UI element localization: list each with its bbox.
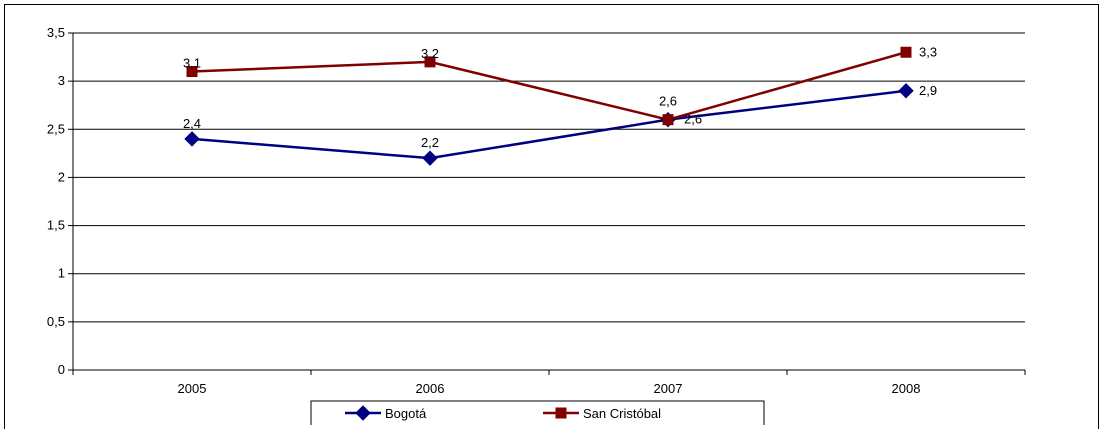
y-tick-label: 2,5 — [47, 121, 65, 136]
data-point — [422, 150, 438, 166]
y-tick-label: 1,5 — [47, 218, 65, 233]
data-point — [900, 46, 912, 58]
data-point — [662, 114, 674, 126]
series-lines — [191, 51, 907, 160]
x-tick-label: 2007 — [654, 381, 683, 396]
axes: 0 0,5 1 1,5 2 2,5 3 3,5 2005 2006 2007 2008 — [47, 25, 1026, 396]
data-label: 2,4 — [183, 116, 201, 131]
data-point — [184, 131, 200, 147]
y-tick-label: 3,5 — [47, 25, 65, 40]
y-tick-label: 0,5 — [47, 314, 65, 329]
data-label: 2,2 — [421, 135, 439, 150]
data-point — [898, 83, 914, 99]
data-label: 3,2 — [421, 46, 439, 61]
y-tick-label: 1 — [58, 266, 65, 281]
legend: Bogotá San Cristóbal — [310, 400, 765, 425]
data-label: 3,1 — [183, 56, 201, 71]
data-label: 3,3 — [919, 44, 937, 59]
chart-frame — [4, 4, 1099, 429]
x-tick-label: 2005 — [178, 381, 207, 396]
y-tick-label: 0 — [58, 362, 65, 377]
data-labels: 2,4 2,2 2,6 2,9 3,1 3,2 2,6 3,3 — [183, 44, 937, 150]
data-point — [424, 56, 436, 68]
data-label: 2,6 — [684, 112, 702, 127]
x-tick-label: 2008 — [892, 381, 921, 396]
gridlines — [73, 32, 1025, 323]
data-label: 2,6 — [659, 94, 677, 109]
series-line — [191, 89, 907, 160]
legend-swatch-marker — [555, 407, 567, 419]
y-tick-label: 3 — [58, 73, 65, 88]
x-tick-label: 2006 — [416, 381, 445, 396]
legend-label: San Cristóbal — [583, 406, 661, 421]
series-line — [191, 51, 907, 121]
series-markers — [184, 46, 914, 166]
legend-label: Bogotá — [385, 406, 427, 421]
legend-swatch-marker — [355, 405, 371, 421]
legend-box — [310, 400, 765, 425]
y-tick-label: 2 — [58, 169, 65, 184]
data-label: 2,9 — [919, 83, 937, 98]
data-point — [186, 66, 198, 78]
